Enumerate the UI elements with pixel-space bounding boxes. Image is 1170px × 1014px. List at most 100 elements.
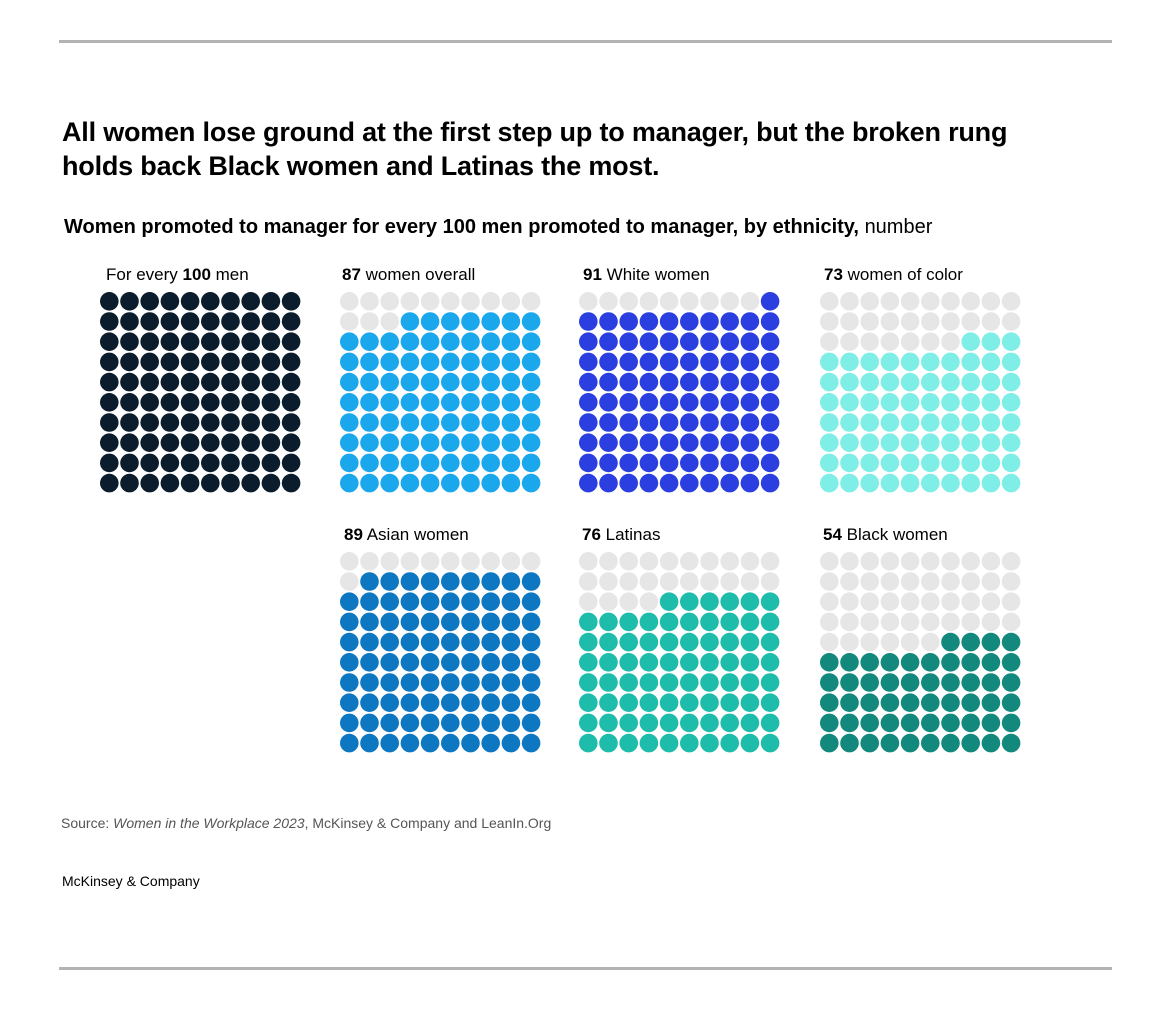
waffle-dot-filled [100,372,119,392]
waffle-dot-filled [340,673,359,692]
waffle-dot-filled [740,372,760,392]
waffle-dot-filled [400,433,420,452]
waffle-dot-filled [639,372,659,392]
waffle-dot-filled [981,673,1001,692]
waffle-dot-empty [700,572,719,591]
waffle-dot-filled [481,632,500,652]
waffle-dot-filled [760,653,780,672]
label-prefix: For every [106,265,183,284]
waffle-dot-filled [941,433,960,452]
waffle-dot-filled [1001,473,1021,493]
waffle-dot-filled [201,393,220,412]
waffle-dot-empty [659,552,679,571]
waffle-dot-filled [501,413,521,432]
waffle-dot-filled [860,352,879,372]
waffle-dot-filled [340,413,359,432]
waffle-dot-filled [461,592,480,611]
waffle-dot-filled [521,733,541,753]
waffle-dot-filled [380,433,399,452]
waffle-dot-filled [700,312,719,331]
waffle-dot-empty [820,572,839,591]
label-value: 76 [582,525,601,544]
waffle-dot-filled [400,733,420,753]
panel-label: 91 White women [583,265,710,285]
label-suffix: women of color [842,265,963,284]
waffle-dot-filled [400,592,420,611]
waffle-dot-filled [700,433,719,452]
waffle-dot-filled [241,312,260,331]
waffle-grid [579,292,780,493]
waffle-dot-filled [481,592,500,611]
waffle-dot-filled [880,733,900,753]
waffle-dot-filled [639,433,659,452]
waffle-dot-filled [441,673,460,692]
waffle-dot-filled [599,393,618,412]
waffle-dot-filled [720,653,739,672]
waffle-dot-empty [639,552,659,571]
waffle-dot-empty [360,312,379,331]
waffle-dot-filled [860,693,879,712]
waffle-dot-filled [921,393,940,412]
waffle-dot-filled [180,352,200,372]
waffle-dot-filled [680,653,699,672]
waffle-dot-filled [140,372,159,392]
waffle-dot-filled [900,673,920,692]
waffle-dot-empty [820,632,839,652]
waffle-dot-filled [481,453,500,473]
waffle-dot-filled [221,433,240,452]
waffle-dot-empty [599,592,618,611]
waffle-dot-filled [180,292,200,311]
waffle-dot-empty [880,612,900,632]
waffle-dot-filled [981,693,1001,712]
waffle-dot-filled [140,433,159,452]
waffle-dot-filled [120,312,139,331]
waffle-dot-filled [261,473,281,493]
waffle-dot-filled [981,713,1001,733]
waffle-dot-filled [760,673,780,692]
waffle-dot-filled [221,292,240,311]
waffle-dot-filled [420,673,440,692]
waffle-dot-filled [340,352,359,372]
waffle-dot-filled [281,292,301,311]
waffle-dot-filled [501,473,521,493]
waffle-dot-empty [981,292,1001,311]
brand-logo: McKinsey & Company [62,873,200,889]
waffle-dot-filled [120,433,139,452]
waffle-dot-filled [921,713,940,733]
waffle-dot-filled [100,332,119,351]
waffle-dot-filled [360,612,379,632]
waffle-dot-filled [900,352,920,372]
waffle-dot-filled [700,473,719,493]
waffle-dot-filled [961,733,980,753]
waffle-dot-empty [860,332,879,351]
waffle-dot-filled [481,733,500,753]
waffle-dot-filled [700,653,719,672]
waffle-dot-filled [880,673,900,692]
waffle-dot-filled [481,473,500,493]
waffle-dot-filled [760,612,780,632]
waffle-dot-filled [619,393,638,412]
waffle-dot-filled [880,473,900,493]
waffle-dot-filled [380,612,399,632]
waffle-dot-filled [521,693,541,712]
waffle-dot-filled [441,413,460,432]
waffle-dot-empty [619,572,638,591]
waffle-dot-filled [521,393,541,412]
waffle-dot-filled [700,673,719,692]
waffle-dot-empty [579,552,598,571]
waffle-dot-filled [461,612,480,632]
waffle-dot-filled [599,612,618,632]
waffle-dot-filled [461,693,480,712]
waffle-dot-filled [241,352,260,372]
waffle-dot-filled [619,352,638,372]
waffle-dot-filled [900,713,920,733]
waffle-dot-empty [820,592,839,611]
waffle-dot-filled [599,433,618,452]
waffle-dot-empty [961,592,980,611]
waffle-dot-filled [120,473,139,493]
waffle-dot-filled [619,312,638,331]
waffle-dot-filled [160,433,180,452]
waffle-dot-empty [981,612,1001,632]
waffle-dot-empty [941,592,960,611]
waffle-dot-filled [820,352,839,372]
